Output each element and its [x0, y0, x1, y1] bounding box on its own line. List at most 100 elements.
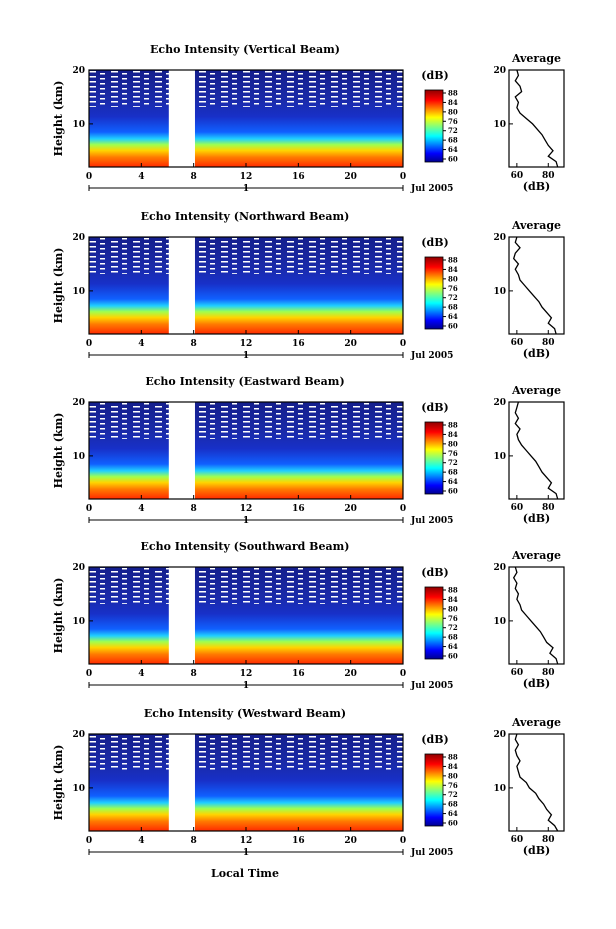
x-tick-label: 12	[240, 836, 253, 846]
profile-x-tick-label: 80	[542, 503, 555, 513]
profile-x-tick-label: 80	[542, 835, 555, 845]
panel-1: Echo Intensity (Vertical Beam) 0 4 8 12 16 20 0…	[52, 43, 565, 194]
profile-y-tick-label: 10	[493, 452, 506, 462]
profile-frame	[508, 236, 565, 335]
panel-title: Echo Intensity (Vertical Beam)	[150, 43, 340, 56]
profile-y-tick-label: 20	[493, 398, 506, 408]
panel-5: Echo Intensity (Westward Beam)0 4 8 12 16 20 0…	[52, 707, 565, 858]
y-tick-label: 20	[72, 233, 85, 243]
x-tick-label: 4	[138, 504, 144, 514]
data-gap	[168, 70, 195, 167]
missing-echo-specks	[89, 734, 403, 771]
x-tick-label: 0	[86, 836, 92, 846]
x-tick-label: 0	[86, 669, 92, 679]
y-tick-label: 10	[72, 120, 85, 130]
panel-3: Echo Intensity (Eastward Beam)0 4 8 12 16 20 0…	[52, 375, 565, 526]
x-ticks: 0 4 8 12 16 20 0	[86, 163, 406, 182]
profile-frame	[508, 69, 565, 168]
panel-title: Echo Intensity (Westward Beam)	[144, 707, 346, 720]
missing-echo-specks	[89, 567, 403, 604]
profile-x-title: (dB)	[523, 677, 550, 690]
colorbar	[424, 586, 444, 660]
colorbar-tick-label: 84	[448, 430, 458, 439]
x-tick-label: 20	[344, 836, 357, 846]
missing-echo-specks	[89, 70, 403, 107]
x-tick-label: 0	[400, 504, 406, 514]
panel-title: Echo Intensity (Eastward Beam)	[145, 375, 344, 388]
colorbar-tick-label: 64	[448, 809, 458, 818]
colorbar-tick-label: 84	[448, 595, 458, 604]
date-marker: 1	[243, 184, 249, 194]
colorbar-unit: (dB)	[421, 566, 448, 579]
x-tick-label: 20	[344, 339, 357, 349]
colorbar-tick-label: 64	[448, 312, 458, 321]
profile-x-tick-label: 60	[511, 668, 524, 678]
date-marker: 1	[243, 516, 249, 526]
colorbar-tick-label: 88	[448, 421, 458, 430]
data-gap	[168, 734, 195, 831]
profile-line	[512, 566, 559, 665]
x-axis-title: Local Time	[211, 867, 279, 880]
x-ticks: 0 4 8 12 16 20 0	[86, 827, 406, 846]
colorbar	[424, 753, 444, 827]
profile-frame	[508, 733, 565, 832]
y-tick-label: 10	[72, 784, 85, 794]
colorbar-tick-label: 72	[448, 790, 458, 799]
profile-y-tick-label: 20	[493, 563, 506, 573]
panel-title: Echo Intensity (Southward Beam)	[141, 540, 350, 553]
colorbar-tick-label: 80	[448, 604, 458, 613]
x-tick-label: 4	[138, 172, 144, 182]
colorbar-tick-label: 60	[448, 652, 458, 661]
colorbar-tick-label: 80	[448, 274, 458, 283]
colorbar-tick-label: 76	[448, 449, 458, 458]
colorbar-tick-label: 68	[448, 468, 458, 477]
x-tick-label: 12	[240, 339, 253, 349]
colorbar-tick-label: 64	[448, 477, 458, 486]
colorbar-tick-label: 60	[448, 819, 458, 828]
profile-line	[514, 69, 559, 168]
data-gap	[168, 567, 195, 664]
y-axis-title: Height (km)	[52, 413, 65, 489]
y-tick-label: 10	[72, 287, 85, 297]
profile-line	[514, 401, 559, 500]
data-gap	[168, 402, 195, 499]
colorbar-tick-label: 64	[448, 642, 458, 651]
x-tick-label: 20	[344, 504, 357, 514]
x-ticks: 0 4 8 12 16 20 0	[86, 495, 406, 514]
date-marker: 1	[243, 681, 249, 691]
date-label: Jul 2005	[410, 184, 453, 194]
colorbar-tick-label: 88	[448, 753, 458, 762]
profile-y-tick-label: 10	[493, 617, 506, 627]
profile-y-tick-label: 20	[493, 66, 506, 76]
y-tick-label: 20	[72, 730, 85, 740]
x-tick-label: 4	[138, 339, 144, 349]
x-tick-label: 16	[292, 669, 305, 679]
x-tick-label: 16	[292, 172, 305, 182]
profile-x-tick-label: 80	[542, 668, 555, 678]
data-gap	[168, 237, 195, 334]
colorbar-tick-label: 84	[448, 98, 458, 107]
colorbar-tick-label: 68	[448, 136, 458, 145]
colorbar-tick-label: 80	[448, 107, 458, 116]
colorbar-tick-label: 84	[448, 762, 458, 771]
profile-x-title: (dB)	[523, 844, 550, 857]
colorbar-tick-label: 64	[448, 145, 458, 154]
x-ticks: 0 4 8 12 16 20 0	[86, 330, 406, 349]
x-tick-label: 12	[240, 669, 253, 679]
x-tick-label: 0	[86, 339, 92, 349]
colorbar-tick-label: 68	[448, 303, 458, 312]
y-axis-title: Height (km)	[52, 578, 65, 654]
date-label: Jul 2005	[410, 516, 453, 526]
colorbar-tick-label: 76	[448, 781, 458, 790]
y-tick-label: 10	[72, 617, 85, 627]
colorbar-tick-label: 84	[448, 265, 458, 274]
profile-x-tick-label: 60	[511, 171, 524, 181]
colorbar-tick-label: 88	[448, 89, 458, 98]
colorbar	[424, 256, 444, 330]
colorbar-unit: (dB)	[421, 401, 448, 414]
y-tick-label: 20	[72, 66, 85, 76]
panel-2: Echo Intensity (Northward Beam) 0 4 8 12 16 20…	[52, 210, 565, 361]
profile-y-tick-label: 20	[493, 730, 506, 740]
colorbar-tick-label: 76	[448, 284, 458, 293]
colorbar	[424, 89, 444, 163]
